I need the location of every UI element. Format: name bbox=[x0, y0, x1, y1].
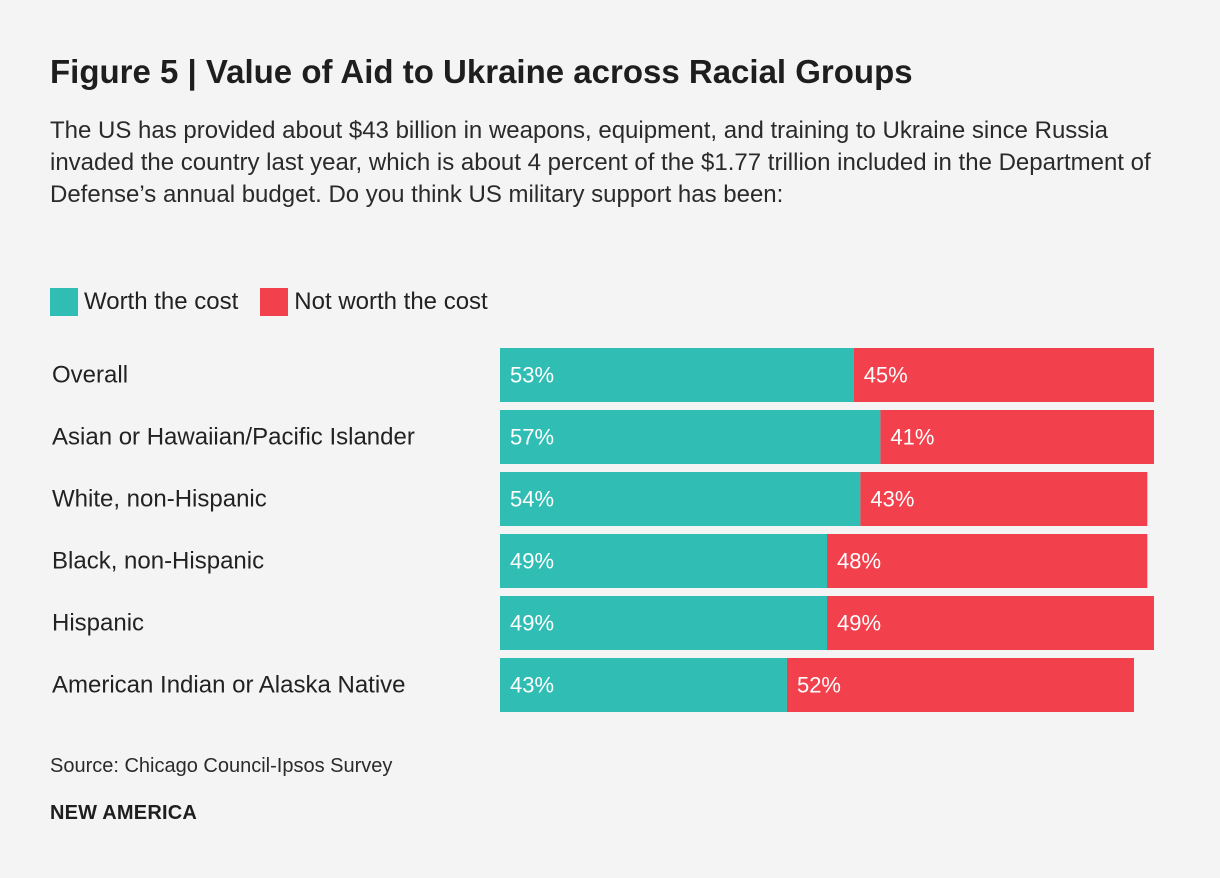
data-label-not-worth: 48% bbox=[837, 549, 881, 574]
source-note: Source: Chicago Council-Ipsos Survey bbox=[50, 755, 393, 777]
bar-not-worth bbox=[827, 596, 1154, 650]
category-label: White, non-Hispanic bbox=[52, 486, 267, 513]
data-label-worth: 54% bbox=[510, 487, 554, 512]
data-label-not-worth: 52% bbox=[797, 673, 841, 698]
data-label-worth: 43% bbox=[510, 673, 554, 698]
data-label-worth: 49% bbox=[510, 611, 554, 636]
legend-label-worth: Worth the cost bbox=[84, 288, 239, 315]
chart-subtitle: The US has provided about $43 billion in… bbox=[50, 117, 1151, 208]
bar-not-worth bbox=[853, 348, 1154, 402]
category-label: Overall bbox=[52, 362, 128, 389]
bar-worth bbox=[500, 348, 854, 402]
category-label: Black, non-Hispanic bbox=[52, 548, 264, 575]
bar-worth bbox=[500, 596, 827, 650]
legend-swatch-worth bbox=[50, 288, 78, 316]
legend-item-worth: Worth the cost bbox=[50, 288, 238, 316]
category-label: Asian or Hawaiian/Pacific Islander bbox=[52, 424, 415, 451]
data-label-worth: 49% bbox=[510, 549, 554, 574]
data-label-not-worth: 43% bbox=[870, 487, 914, 512]
category-label: Hispanic bbox=[52, 610, 144, 637]
bar-worth bbox=[500, 534, 827, 588]
category-label: American Indian or Alaska Native bbox=[52, 672, 406, 699]
brand-logo-text: NEW AMERICA bbox=[50, 802, 198, 824]
bar-not-worth bbox=[860, 472, 1148, 526]
bar-worth bbox=[500, 472, 861, 526]
data-label-not-worth: 49% bbox=[837, 611, 881, 636]
data-label-not-worth: 41% bbox=[890, 425, 934, 450]
data-label-not-worth: 45% bbox=[864, 363, 908, 388]
bar-worth bbox=[500, 410, 881, 464]
legend-label-not-worth: Not worth the cost bbox=[294, 288, 488, 315]
legend-item-not-worth: Not worth the cost bbox=[260, 288, 488, 316]
legend-swatch-not-worth bbox=[260, 288, 289, 316]
data-label-worth: 53% bbox=[510, 363, 554, 388]
bar-worth bbox=[500, 658, 787, 712]
bar-not-worth bbox=[786, 658, 1134, 712]
chart-title: Figure 5 | Value of Aid to Ukraine acros… bbox=[50, 53, 913, 90]
legend: Worth the cost Not worth the cost bbox=[50, 286, 510, 318]
bar-not-worth bbox=[880, 410, 1154, 464]
data-label-worth: 57% bbox=[510, 425, 554, 450]
bar-not-worth bbox=[827, 534, 1148, 588]
